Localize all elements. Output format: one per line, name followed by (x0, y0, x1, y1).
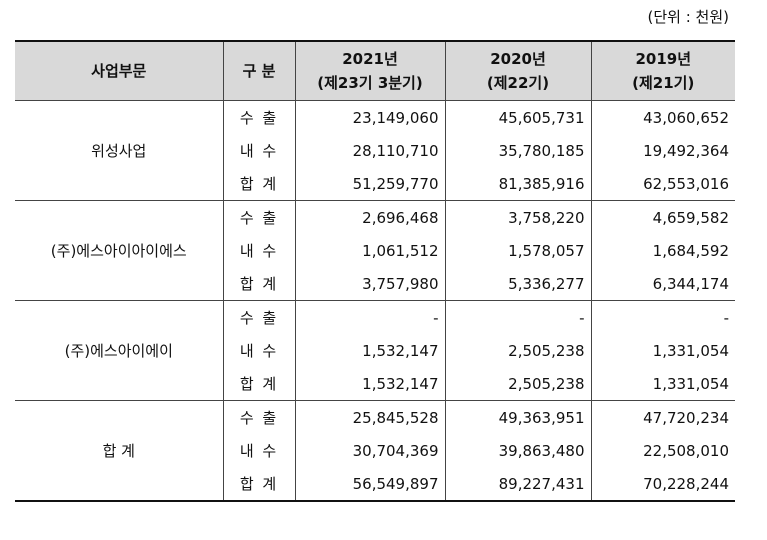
value-2019: 70,228,244 (590, 467, 735, 502)
row-kind: 합 계 (223, 467, 296, 502)
value-2019: 62,553,016 (590, 167, 735, 201)
header-2021: 2021년 (제23기 3분기) (294, 40, 446, 101)
value-2021: 51,259,770 (294, 167, 446, 201)
row-kind: 합 계 (223, 167, 296, 201)
value-2020: 2,505,238 (444, 334, 592, 367)
value-2019: - (590, 300, 735, 334)
value-2020: 2,505,238 (444, 367, 592, 401)
value-2020: 39,863,480 (444, 434, 592, 467)
value-2020: 45,605,731 (444, 100, 592, 134)
value-2019: 6,344,174 (590, 267, 735, 301)
header-2020-year: 2020년 (490, 50, 546, 68)
value-2021: 56,549,897 (294, 467, 446, 502)
table-row: 내 수 30,704,369 39,863,480 22,508,010 (15, 434, 735, 467)
value-2019: 19,492,364 (590, 134, 735, 167)
table-row: (주)에스아이아이에스 수 출 2,696,468 3,758,220 4,65… (15, 200, 735, 301)
segment-name: 위성사업 (15, 100, 224, 201)
value-2019: 43,060,652 (590, 100, 735, 134)
value-2020: 1,578,057 (444, 234, 592, 267)
table-row: (주)에스아이에이 수 출 - - - (15, 300, 735, 401)
header-2019-period: (제21기) (632, 74, 695, 92)
row-kind: 수 출 (222, 400, 296, 434)
value-2020: 81,385,916 (444, 167, 592, 201)
header-kind: 구 분 (222, 40, 296, 101)
segment-name: 합 계 (15, 400, 224, 502)
row-kind: 합 계 (223, 267, 296, 301)
value-2021: 1,061,512 (294, 234, 446, 267)
row-kind: 내 수 (223, 434, 296, 467)
header-segment: 사업부문 (15, 40, 224, 101)
header-2020: 2020년 (제22기) (444, 40, 592, 101)
table-row: 합 계 수 출 25,845,528 49,363,951 47,720,234 (15, 400, 735, 502)
value-2021: 2,696,468 (294, 200, 446, 234)
header-2019-year: 2019년 (635, 50, 692, 68)
value-2021: 23,149,060 (294, 100, 446, 134)
header-2021-year: 2021년 (342, 50, 398, 68)
value-2020: - (444, 300, 592, 334)
table-row: 위성사업 수 출 23,149,060 45,605,731 43,060,65… (15, 100, 735, 201)
row-kind: 내 수 (223, 334, 296, 367)
value-2021: - (294, 300, 446, 334)
value-2020: 5,336,277 (444, 267, 592, 301)
value-2019: 1,684,592 (590, 234, 735, 267)
row-kind: 수 출 (222, 100, 296, 134)
table-row: 내 수 1,061,512 1,578,057 1,684,592 (15, 234, 735, 267)
table-row: 내 수 1,532,147 2,505,238 1,331,054 (15, 334, 735, 367)
row-kind: 합 계 (223, 367, 296, 401)
header-2021-period: (제23기 3분기) (317, 74, 423, 92)
value-2021: 3,757,980 (294, 267, 446, 301)
value-2019: 1,331,054 (590, 367, 735, 401)
value-2020: 89,227,431 (444, 467, 592, 502)
row-kind: 수 출 (222, 200, 296, 234)
header-row: 사업부문 구 분 2021년 (제23기 3분기) 2020년 (제22기) 2… (15, 40, 735, 101)
value-2021: 1,532,147 (294, 334, 446, 367)
table-row: 합 계 51,259,770 81,385,916 62,553,016 (15, 167, 735, 201)
table-row: 합 계 3,757,980 5,336,277 6,344,174 (15, 267, 735, 301)
value-2021: 30,704,369 (294, 434, 446, 467)
value-2019: 47,720,234 (590, 400, 735, 434)
value-2021: 28,110,710 (294, 134, 446, 167)
value-2021: 25,845,528 (294, 400, 446, 434)
value-2020: 49,363,951 (444, 400, 592, 434)
value-2019: 22,508,010 (590, 434, 735, 467)
value-2020: 35,780,185 (444, 134, 592, 167)
header-2020-period: (제22기) (486, 74, 550, 92)
value-2020: 3,758,220 (444, 200, 592, 234)
header-2019: 2019년 (제21기) (590, 40, 735, 101)
row-kind: 수 출 (222, 300, 296, 334)
segment-name: (주)에스아이에이 (15, 300, 224, 401)
unit-label: (단위 : 천원) (647, 8, 730, 26)
value-2021: 1,532,147 (294, 367, 446, 401)
table-row: 합 계 56,549,897 89,227,431 70,228,244 (15, 467, 735, 502)
row-kind: 내 수 (223, 134, 296, 167)
segment-name: (주)에스아이아이에스 (15, 200, 224, 301)
table-row: 합 계 1,532,147 2,505,238 1,331,054 (15, 367, 735, 401)
table-row: 내 수 28,110,710 35,780,185 19,492,364 (15, 134, 735, 167)
value-2019: 1,331,054 (590, 334, 735, 367)
sales-table: 사업부문 구 분 2021년 (제23기 3분기) 2020년 (제22기) 2… (15, 40, 735, 502)
value-2019: 4,659,582 (590, 200, 735, 234)
row-kind: 내 수 (223, 234, 296, 267)
